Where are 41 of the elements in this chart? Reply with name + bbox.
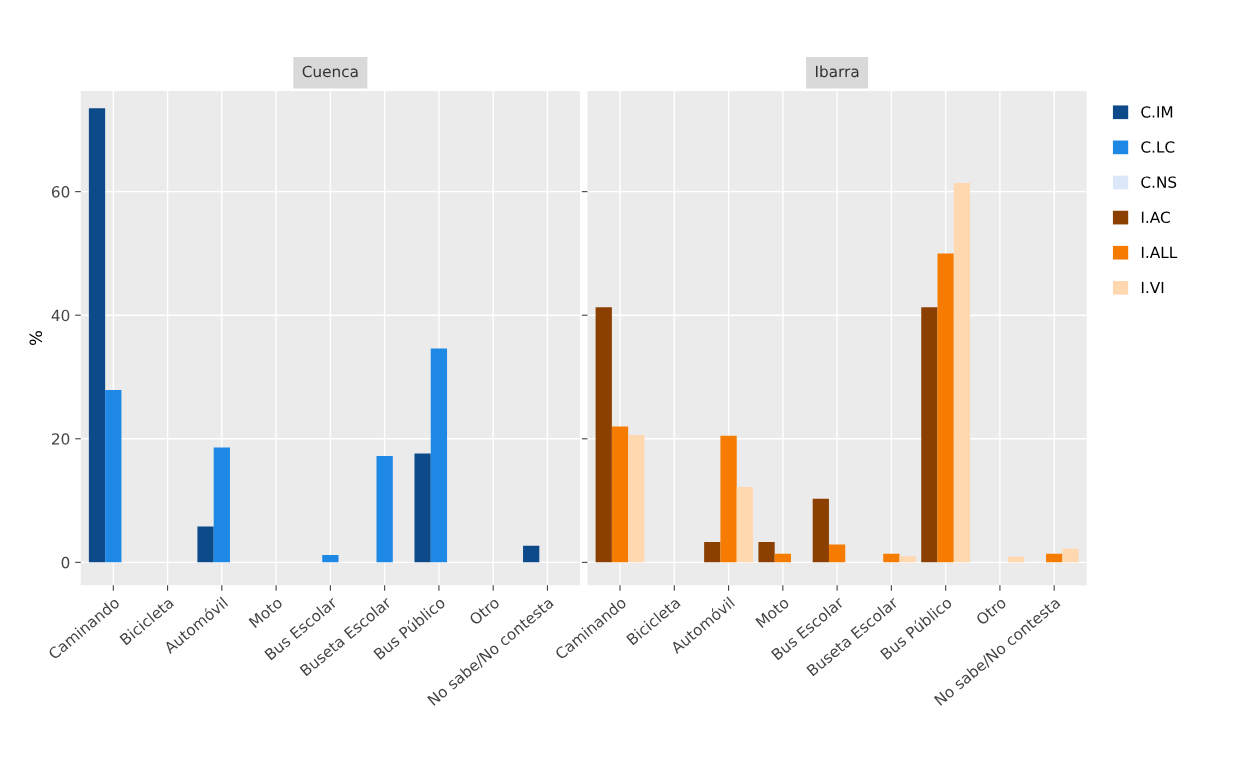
- bar: [883, 553, 900, 563]
- chart-title: Cuenca: [302, 65, 358, 78]
- y-tick-label: 40: [51, 309, 70, 322]
- y-tick-label: 20: [51, 433, 70, 445]
- bar: [758, 541, 775, 563]
- bar: [595, 307, 612, 563]
- bar: [322, 554, 339, 563]
- chart-title: Ibarra: [815, 65, 859, 78]
- bar: [105, 389, 122, 563]
- bar: [736, 486, 753, 563]
- bar: [812, 498, 829, 563]
- bar: [430, 348, 448, 563]
- bar: [899, 556, 916, 563]
- bar: [414, 453, 431, 563]
- legend-label: C.LC: [1141, 141, 1175, 153]
- bar: [88, 108, 106, 563]
- y-tick-label: 60: [51, 186, 70, 198]
- bar: [953, 182, 971, 563]
- bar: [611, 426, 629, 563]
- legend-label: C.IM: [1141, 106, 1173, 118]
- legend-label: I.VI: [1141, 281, 1164, 294]
- bar: [720, 435, 737, 563]
- bar: [376, 456, 393, 563]
- bar: [197, 526, 214, 563]
- bar: [828, 544, 846, 563]
- x-tick-label: Otro: [468, 596, 501, 626]
- bar: [1046, 553, 1063, 563]
- x-tick-label: Otro: [975, 596, 1007, 626]
- bar: [523, 545, 540, 563]
- bar: [937, 253, 954, 563]
- legend-label: I.ALL: [1141, 246, 1178, 258]
- bar: [1062, 548, 1079, 563]
- bar: [213, 447, 230, 563]
- bar: [774, 553, 791, 563]
- legend-label: C.NS: [1141, 176, 1177, 188]
- bar: [704, 541, 721, 563]
- legend-label: I.AC: [1141, 211, 1170, 224]
- y-axis-title: %: [29, 331, 43, 346]
- bar: [921, 307, 938, 563]
- y-tick-label: 0: [61, 556, 70, 569]
- bar: [628, 435, 645, 563]
